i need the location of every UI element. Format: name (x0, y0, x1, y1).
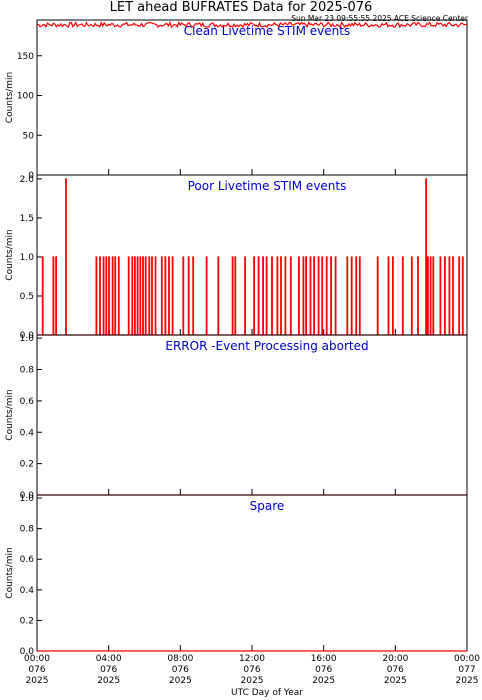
y-tick-label: 0.2 (20, 460, 34, 470)
y-tick-label: 0.0 (20, 491, 35, 501)
x-tick-label-year: 2025 (456, 676, 479, 686)
data-series (36, 20, 468, 29)
plot-frame (36, 19, 468, 176)
timestamp: Sun Mar 23 09:55:55 2025 ACE Science Cen… (291, 14, 468, 23)
y-tick-label: 1.5 (20, 214, 34, 224)
panel-title: ERROR -Event Processing aborted (165, 339, 368, 353)
data-series (37, 178, 467, 336)
x-tick-label-time: 08:00 (167, 654, 193, 664)
y-tick-label: 50 (23, 131, 35, 141)
y-axis-label: Counts/min (5, 72, 15, 123)
x-tick-label-time: 16:00 (311, 654, 337, 664)
y-axis-label: Counts/min (5, 229, 15, 280)
y-tick-label: 0.0 (20, 331, 35, 341)
y-tick-label: 0.0 (20, 647, 35, 657)
y-tick-label: 0.2 (20, 616, 34, 626)
x-tick-label-doy: 076 (100, 665, 117, 675)
x-tick-label-year: 2025 (312, 676, 335, 686)
y-tick-label: 0.4 (20, 586, 35, 596)
x-tick-label-year: 2025 (26, 676, 49, 686)
plot-frame (36, 334, 468, 496)
panel-title: Spare (250, 499, 285, 513)
panel-title: Poor Livetime STIM events (188, 179, 347, 193)
x-tick-label-doy: 077 (458, 665, 475, 675)
y-tick-label: 0.6 (20, 397, 35, 407)
x-tick-label-doy: 076 (172, 665, 189, 675)
x-tick-label-doy: 076 (28, 665, 45, 675)
x-tick-label-doy: 076 (315, 665, 332, 675)
y-tick-label: 0.8 (20, 366, 35, 376)
y-tick-label: 0.8 (20, 525, 35, 535)
y-tick-label: 1.0 (20, 334, 35, 344)
x-tick-label-year: 2025 (384, 676, 407, 686)
y-tick-label: 2.0 (20, 175, 35, 185)
x-tick-label-doy: 076 (387, 665, 404, 675)
y-tick-label: 0.4 (20, 428, 35, 438)
x-tick-label-time: 04:00 (96, 654, 122, 664)
x-tick-label-year: 2025 (97, 676, 120, 686)
x-tick-label-year: 2025 (169, 676, 192, 686)
y-axis-label: Counts/min (5, 389, 15, 440)
y-tick-label: 1.0 (20, 253, 35, 263)
y-tick-label: 150 (17, 52, 34, 62)
x-tick-label-time: 20:00 (382, 654, 408, 664)
page-title: LET ahead BUFRATES Data for 2025-076 (109, 0, 373, 15)
x-tick-label-time: 00:00 (24, 654, 50, 664)
x-axis-label: UTC Day of Year (231, 688, 303, 698)
y-tick-label: 0 (28, 171, 34, 181)
plot-frame (36, 494, 468, 652)
y-axis-label: Counts/min (5, 547, 15, 598)
panel-title: Clean Livetime STIM events (184, 24, 350, 38)
x-tick-label-time: 12:00 (239, 654, 265, 664)
x-tick-label-year: 2025 (241, 676, 264, 686)
y-tick-label: 100 (17, 92, 34, 102)
x-tick-label-doy: 076 (243, 665, 260, 675)
y-tick-label: 0.6 (20, 555, 35, 565)
y-tick-label: 1.0 (20, 494, 35, 504)
x-tick-label-time: 00:00 (454, 654, 480, 664)
y-tick-label: 0.5 (20, 292, 34, 302)
